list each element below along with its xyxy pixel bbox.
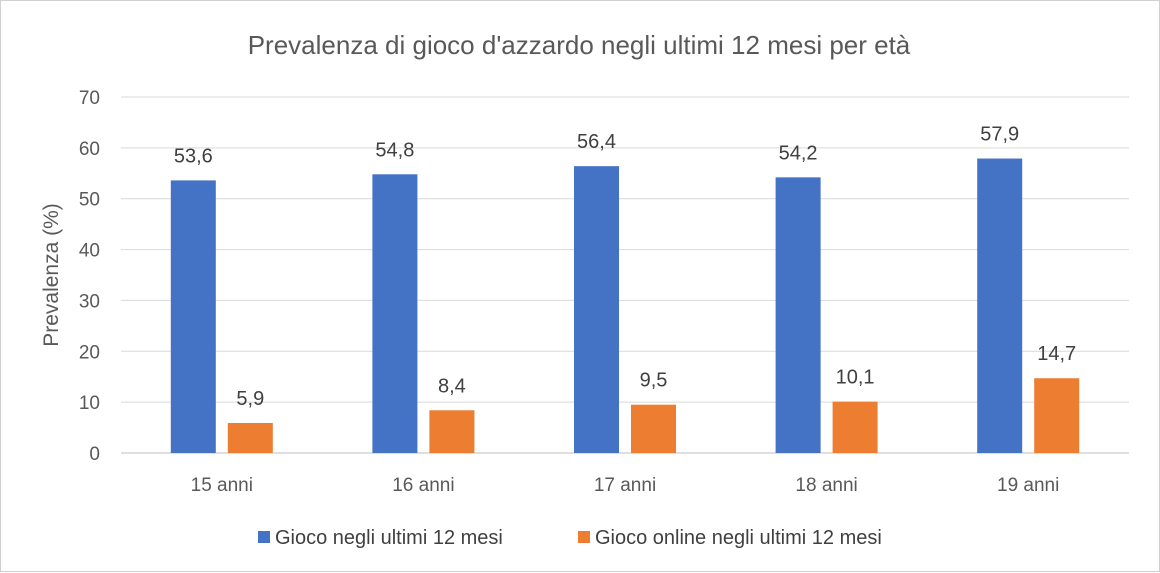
data-label: 56,4 [577, 131, 616, 153]
y-tick-label: 10 [79, 393, 100, 414]
bar-online [631, 404, 676, 453]
y-tick-label: 40 [79, 241, 100, 262]
legend-swatch [578, 531, 590, 543]
y-tick-label: 70 [79, 88, 100, 109]
legend-label: Gioco negli ultimi 12 mesi [275, 527, 503, 549]
bar-total [574, 166, 619, 453]
y-tick-label: 20 [79, 342, 100, 363]
y-tick-label: 30 [79, 291, 100, 312]
x-tick-label: 19 anni [997, 475, 1059, 496]
data-label: 54,8 [375, 139, 414, 161]
y-tick-labels: 0 10 20 30 40 50 60 70 [79, 88, 100, 465]
bar-total [977, 158, 1023, 453]
data-labels: 53,6 5,9 54,8 8,4 56,4 9,5 54,2 10,1 57,9 14,7 [174, 124, 1076, 410]
x-tick-label: 16 anni [392, 475, 454, 496]
y-tick-label: 60 [79, 139, 100, 160]
bar-online [1034, 378, 1080, 453]
data-label: 9,5 [640, 370, 668, 392]
gridlines [121, 96, 1129, 454]
data-label: 14,7 [1037, 343, 1076, 365]
data-label: 53,6 [174, 145, 213, 167]
x-tick-label: 18 anni [795, 475, 857, 496]
bar-online [429, 410, 475, 453]
bar-total [170, 180, 216, 454]
bar-total [775, 177, 821, 453]
data-label: 54,2 [779, 142, 818, 164]
data-label: 10,1 [836, 367, 875, 389]
y-tick-label: 0 [89, 444, 100, 465]
legend-label: Gioco online negli ultimi 12 mesi [595, 527, 882, 549]
legend: Gioco negli ultimi 12 mesi Gioco online n… [258, 527, 882, 549]
legend-swatch [258, 531, 270, 543]
x-tick-label: 17 anni [594, 475, 656, 496]
bar-total [372, 174, 418, 453]
data-label: 57,9 [980, 124, 1019, 146]
x-tick-label: 15 anni [191, 475, 253, 496]
data-label: 5,9 [236, 388, 264, 410]
data-label: 8,4 [438, 375, 466, 397]
bars [170, 158, 1080, 454]
bar-online [832, 401, 878, 453]
y-tick-label: 50 [79, 190, 100, 211]
bar-online [227, 422, 273, 453]
x-tick-labels: 15 anni 16 anni 17 anni 18 anni 19 anni [191, 475, 1060, 496]
y-axis-label: Prevalenza (%) [40, 203, 63, 347]
chart-title: Prevalenza di gioco d'azzardo negli ulti… [248, 30, 911, 60]
